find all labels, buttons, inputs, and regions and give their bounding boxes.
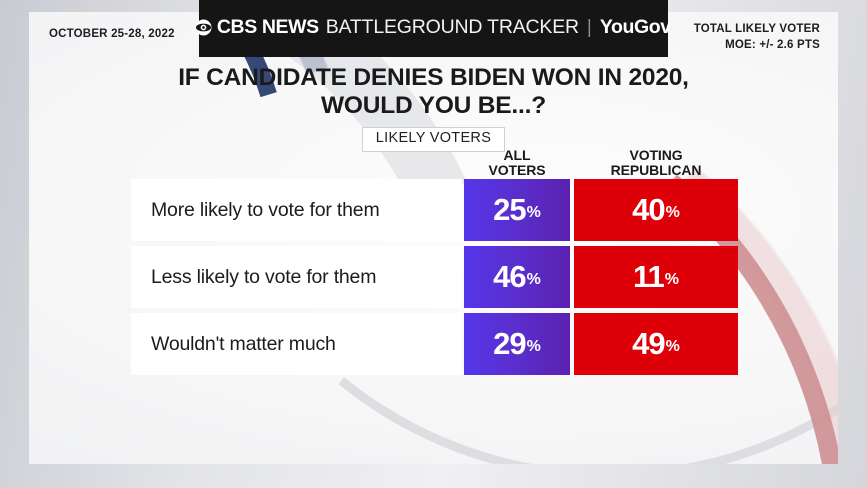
percent-symbol: % bbox=[665, 338, 680, 355]
brand-partner-text: YouGov bbox=[599, 16, 671, 38]
value-number: 25 bbox=[493, 191, 526, 227]
sample-population: TOTAL LIKELY VOTER bbox=[693, 23, 820, 35]
cbs-eye-icon bbox=[195, 19, 212, 36]
column-header-all-voters: ALL VOTERS bbox=[464, 146, 570, 178]
value-all-voters: 46 % bbox=[464, 246, 570, 308]
value-number: 11 bbox=[632, 258, 665, 294]
value-number: 46 bbox=[493, 258, 526, 294]
title-block: IF CANDIDATE DENIES BIDEN WON IN 2020, W… bbox=[0, 64, 867, 153]
table-column-headers: ALL VOTERS VOTING REPUBLICAN bbox=[131, 137, 738, 179]
results-table: ALL VOTERS VOTING REPUBLICAN More likely… bbox=[131, 137, 738, 375]
row-label: Less likely to vote for them bbox=[131, 246, 462, 308]
audience-badge: LIKELY VOTERS bbox=[361, 127, 506, 153]
page-title: IF CANDIDATE DENIES BIDEN WON IN 2020, W… bbox=[0, 64, 867, 119]
table-row: Less likely to vote for them 46 % 11 % bbox=[131, 246, 738, 308]
value-voting-republican: 49 % bbox=[574, 313, 738, 375]
value-all-voters: 25 % bbox=[464, 179, 570, 241]
margin-of-error: MOE: +/- 2.6 PTS bbox=[725, 38, 820, 51]
column-header-voting-republican: VOTING REPUBLICAN bbox=[574, 146, 738, 178]
header-bar: OCTOBER 25-28, 2022 TOTAL LIKELY VOTER M… bbox=[0, 0, 867, 56]
title-line-2: WOULD YOU BE...? bbox=[320, 91, 547, 119]
value-voting-republican: 40 % bbox=[574, 179, 738, 241]
brand-network: CBS NEWS bbox=[216, 16, 319, 38]
percent-symbol: % bbox=[526, 271, 541, 288]
value-voting-republican: 11 % bbox=[574, 246, 738, 308]
brand-divider: | bbox=[586, 16, 592, 38]
column-header-line-1: ALL bbox=[503, 146, 531, 163]
row-label: Wouldn't matter much bbox=[131, 313, 462, 375]
percent-symbol: % bbox=[526, 204, 541, 221]
brand-lockup: CBS NEWS BATTLEGROUND TRACKER | YouGov’ bbox=[195, 16, 673, 39]
trademark-mark: ’ bbox=[670, 18, 673, 28]
percent-symbol: % bbox=[526, 338, 541, 355]
table-row: Wouldn't matter much 29 % 49 % bbox=[131, 313, 738, 375]
brand-program: BATTLEGROUND TRACKER bbox=[325, 16, 579, 38]
table-row: More likely to vote for them 25 % 40 % bbox=[131, 179, 738, 241]
percent-symbol: % bbox=[664, 271, 679, 288]
value-number: 40 bbox=[632, 191, 665, 227]
column-header-line-1: VOTING bbox=[629, 146, 683, 163]
column-header-line-2: VOTERS bbox=[488, 161, 546, 178]
title-line-1: IF CANDIDATE DENIES BIDEN WON IN 2020, bbox=[178, 64, 689, 91]
poll-date: OCTOBER 25-28, 2022 bbox=[49, 28, 175, 40]
value-number: 49 bbox=[632, 325, 665, 361]
brand-partner: YouGov’ bbox=[599, 16, 673, 39]
column-header-line-2: REPUBLICAN bbox=[610, 161, 702, 178]
sample-info: TOTAL LIKELY VOTER MOE: +/- 2.6 PTS bbox=[694, 22, 820, 53]
value-number: 29 bbox=[493, 325, 526, 361]
value-all-voters: 29 % bbox=[464, 313, 570, 375]
percent-symbol: % bbox=[665, 204, 680, 221]
brand-plate: CBS NEWS BATTLEGROUND TRACKER | YouGov’ bbox=[195, 0, 673, 57]
row-label: More likely to vote for them bbox=[131, 179, 462, 241]
